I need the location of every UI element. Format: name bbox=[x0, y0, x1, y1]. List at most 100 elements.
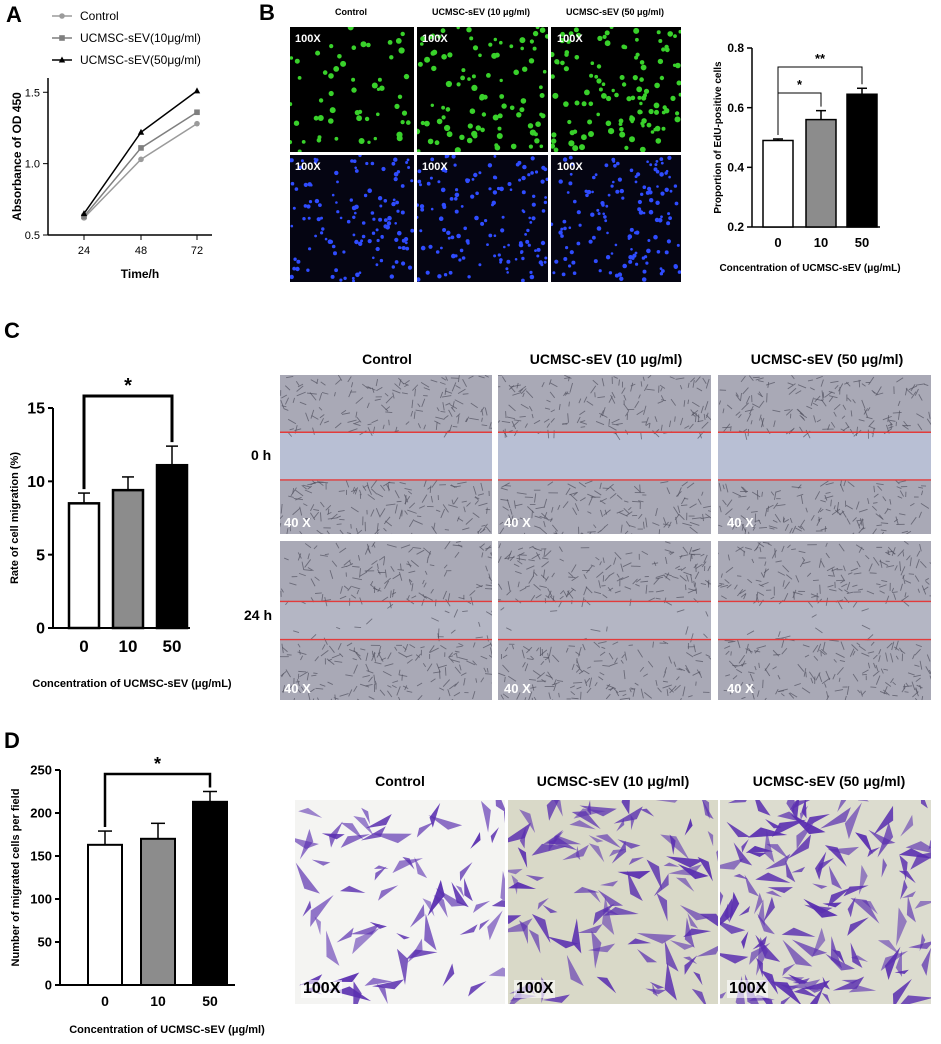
d-y-tick-label: 100 bbox=[30, 892, 52, 907]
d-y-tick-label: 50 bbox=[38, 935, 52, 950]
c-bar-0 bbox=[67, 502, 101, 630]
a-legend-marker bbox=[59, 35, 65, 41]
a-point bbox=[194, 120, 200, 127]
d-y-tick-label: 0 bbox=[45, 978, 52, 993]
b-mag-2: 100X bbox=[422, 33, 448, 45]
c-row-24h: 24 h bbox=[244, 607, 273, 623]
d-mag-2: 100X bbox=[514, 980, 556, 998]
d-x-tick-label: 10 bbox=[150, 993, 166, 1009]
b-mag-6: 100X bbox=[557, 161, 583, 173]
c-scratch-0h-control-image bbox=[280, 375, 492, 534]
b-mag-4: 100X bbox=[295, 161, 321, 173]
a-point bbox=[137, 128, 145, 135]
d-header-50: UCMSC-sEV (50 μg/ml) bbox=[752, 773, 906, 789]
c-y-tick-label: 5 bbox=[36, 547, 45, 564]
b-y-tick-label: 0.8 bbox=[727, 41, 744, 55]
a-legend-label: UCMSC-sEV(50μg/ml) bbox=[80, 53, 201, 67]
b-dapi-10-image bbox=[417, 155, 548, 282]
b-bar-50 bbox=[846, 93, 878, 228]
d-mag-1: 100X bbox=[301, 980, 343, 998]
a-legend-label: Control bbox=[80, 9, 119, 23]
c-scratch-24h-control-image bbox=[280, 541, 492, 700]
d-bar-50 bbox=[192, 800, 228, 986]
a-x-tick-label: 48 bbox=[135, 245, 147, 257]
a-x-tick-label: 72 bbox=[191, 245, 203, 257]
b-edu-10-image bbox=[417, 27, 548, 152]
c-y-tick-label: 0 bbox=[36, 621, 45, 638]
d-transwell-control-image bbox=[295, 800, 505, 1004]
a-x-tick-label: 24 bbox=[78, 245, 90, 257]
a-legend-marker bbox=[58, 56, 66, 63]
b-x-tick-label: 50 bbox=[855, 235, 869, 250]
a-point bbox=[194, 109, 200, 116]
b-significance-label: * bbox=[797, 77, 803, 92]
c-mag-3: 40 X bbox=[727, 515, 754, 530]
c-mag-5: 40 X bbox=[504, 681, 531, 696]
b-mag-1: 100X bbox=[295, 33, 321, 45]
d-x-tick-label: 0 bbox=[101, 993, 109, 1009]
c-x-tick-label: 50 bbox=[163, 637, 182, 656]
d-transwell-10-image bbox=[508, 800, 718, 1004]
c-bar-50 bbox=[155, 463, 189, 630]
panel-label-d: D bbox=[4, 728, 20, 753]
c-significance-label: * bbox=[124, 375, 132, 397]
c-mag-4: 40 X bbox=[284, 681, 311, 696]
c-mag-2: 40 X bbox=[504, 515, 531, 530]
a-y-label: Absorbance of OD 450 bbox=[10, 92, 24, 221]
c-x-label: Concentration of UCMSC-sEV (μg/mL) bbox=[32, 678, 232, 690]
b-bar-0 bbox=[762, 139, 794, 228]
b-significance-label: ** bbox=[815, 51, 826, 66]
chart-c-bar-migration: 0 5 10 15 0 10 50 Concentration of UCMSC-sEV (μ… bbox=[9, 375, 232, 690]
d-significance-bracket bbox=[103, 772, 212, 828]
c-y-tick-label: 10 bbox=[27, 474, 45, 491]
b-edu-50-image bbox=[551, 27, 681, 152]
a-point bbox=[193, 87, 201, 94]
b-y-tick-label: 0.2 bbox=[727, 220, 744, 234]
chart-b-bar-edu: 0.2 0.4 0.6 0.8 0 10 50 Concentration of UCMSC-… bbox=[713, 41, 901, 274]
c-x-tick-label: 10 bbox=[119, 637, 138, 656]
b-header-control: Control bbox=[335, 7, 367, 17]
a-y-tick-label: 0.5 bbox=[25, 230, 40, 242]
c-scratch-0h-50-image bbox=[718, 375, 931, 534]
b-x-tick-label: 0 bbox=[774, 235, 781, 250]
d-header-10: UCMSC-sEV (10 μg/ml) bbox=[536, 773, 690, 789]
b-x-tick-label: 10 bbox=[814, 235, 828, 250]
c-header-50: UCMSC-sEV (50 μg/ml) bbox=[750, 351, 904, 367]
d-mag-3: 100X bbox=[727, 980, 769, 998]
c-mag-6: 40 X bbox=[727, 681, 754, 696]
d-significance-label: * bbox=[154, 754, 161, 774]
b-header-50: UCMSC-sEV (50 μg/ml) bbox=[565, 7, 665, 17]
chart-d-bar-migrated-cells: 0 50 100 150 200 250 0 10 50 Concentration of UCM… bbox=[10, 754, 265, 1036]
panel-label-b: B bbox=[259, 0, 275, 25]
c-y-label: Rate of cell migration (%) bbox=[9, 452, 21, 584]
b-bar-10 bbox=[805, 118, 837, 228]
b-x-label: Concentration of UCMSC-sEV (μg/mL) bbox=[719, 263, 900, 274]
d-y-tick-label: 150 bbox=[30, 849, 52, 864]
d-transwell-50-image bbox=[720, 800, 931, 1004]
a-point bbox=[138, 156, 144, 163]
c-scratch-0h-10-image bbox=[498, 375, 711, 534]
c-significance-bracket bbox=[82, 394, 174, 490]
b-y-tick-label: 0.6 bbox=[727, 101, 744, 115]
a-y-tick-label: 1.0 bbox=[25, 159, 40, 171]
a-y-tick-label: 1.5 bbox=[25, 87, 40, 99]
a-point bbox=[80, 210, 88, 217]
d-x-label: Concentration of UCMSC-sEV (μg/ml) bbox=[69, 1024, 265, 1036]
b-edu-control-image bbox=[290, 27, 414, 152]
chart-a-line-absorbance: 0.5 1.0 1.5 24 48 72 Time/h Absorbance of OD 45… bbox=[10, 9, 212, 281]
b-mag-3: 100X bbox=[557, 33, 583, 45]
b-y-label: Proportion of EdU-positive cells bbox=[713, 61, 724, 214]
b-dapi-50-image bbox=[551, 155, 681, 282]
d-x-tick-label: 50 bbox=[202, 993, 218, 1009]
a-x-label: Time/h bbox=[121, 267, 159, 281]
d-y-tick-label: 200 bbox=[30, 806, 52, 821]
panel-label-a: A bbox=[6, 2, 22, 27]
c-row-0h: 0 h bbox=[251, 447, 272, 463]
d-y-label: Number of migrated cells per field bbox=[10, 789, 22, 967]
a-legend-label: UCMSC-sEV(10μg/ml) bbox=[80, 31, 201, 45]
d-header-control: Control bbox=[375, 773, 425, 789]
c-scratch-24h-10-image bbox=[498, 541, 711, 700]
d-bar-0 bbox=[87, 843, 123, 986]
b-mag-5: 100X bbox=[422, 161, 448, 173]
c-mag-1: 40 X bbox=[284, 515, 311, 530]
